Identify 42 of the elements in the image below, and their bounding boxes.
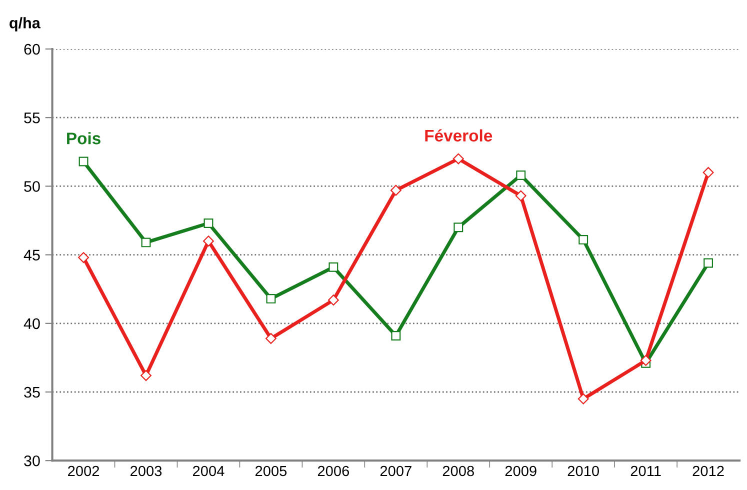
x-tick-label: 2005 <box>255 466 287 476</box>
point <box>390 184 402 196</box>
y-tick-label: 30 <box>24 455 40 466</box>
y-tick-label: 35 <box>24 386 40 398</box>
point <box>454 222 464 232</box>
x-tick-label: 2002 <box>68 466 100 476</box>
x-tick-label: 2011 <box>630 466 661 476</box>
series-label: Féverole <box>425 129 492 142</box>
point <box>141 238 151 248</box>
point <box>515 190 526 202</box>
point <box>391 331 401 340</box>
point <box>578 393 589 404</box>
point <box>640 354 652 366</box>
x-tick-label: 2010 <box>568 466 599 476</box>
y-tick-label: 45 <box>24 250 40 260</box>
point <box>265 333 276 344</box>
x-tick-label: 2006 <box>318 466 350 476</box>
point <box>204 218 214 228</box>
point <box>702 167 714 178</box>
series-label: Pois <box>67 132 100 144</box>
point <box>78 252 89 264</box>
point <box>578 234 588 244</box>
x-tick-label: 2008 <box>442 466 474 476</box>
point <box>203 236 214 247</box>
point <box>78 156 88 166</box>
y-axis-title: q/ha <box>10 17 40 32</box>
point <box>452 153 464 164</box>
x-tick-label: 2009 <box>505 466 536 476</box>
x-tick-label: 2007 <box>380 466 412 476</box>
x-tick-label: 2012 <box>692 466 724 476</box>
y-tick-label: 55 <box>24 112 40 124</box>
x-tick-label: 2004 <box>192 466 224 476</box>
point <box>328 262 338 272</box>
y-tick-label: 50 <box>24 181 40 192</box>
point <box>516 170 526 180</box>
y-tick-label: 60 <box>24 44 40 55</box>
x-tick-label: 2003 <box>130 466 162 476</box>
y-tick-label: 40 <box>24 318 40 330</box>
point <box>140 370 152 381</box>
point <box>266 294 276 304</box>
point <box>704 258 714 268</box>
point <box>328 294 339 306</box>
